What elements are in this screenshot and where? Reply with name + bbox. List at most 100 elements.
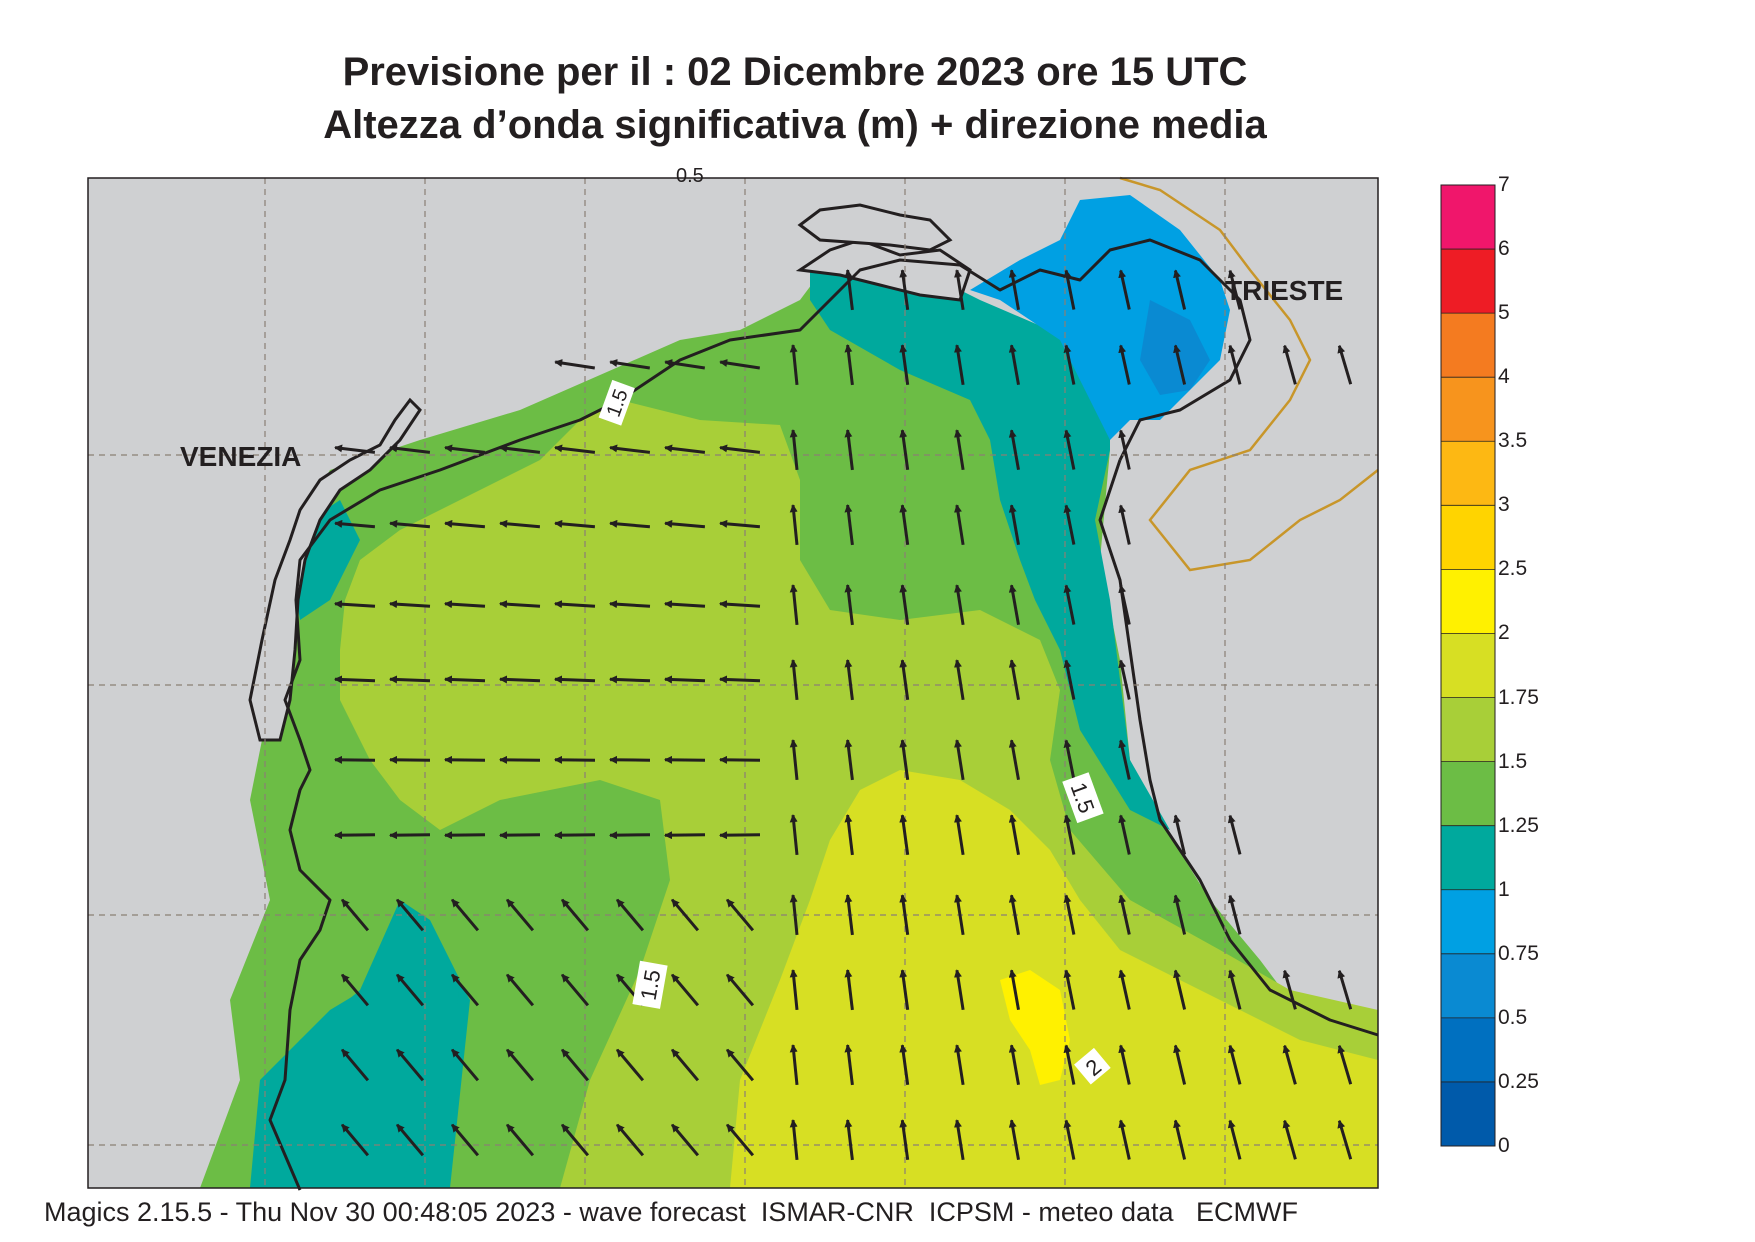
wave-direction-arrow — [1063, 739, 1076, 780]
wave-direction-arrow — [389, 519, 431, 529]
wave-direction-arrow — [899, 659, 910, 701]
wave-direction-arrow — [719, 831, 761, 840]
legend-swatch — [1441, 185, 1495, 250]
wave-direction-arrow — [844, 1044, 854, 1086]
wave-direction-arrow — [1227, 969, 1242, 1010]
sea-band-1.75-2 — [730, 770, 1378, 1188]
wave-direction-arrow — [1008, 814, 1020, 855]
wave-direction-arrow — [789, 1119, 799, 1161]
wave-direction-arrow — [560, 1123, 590, 1157]
wave-direction-arrow — [1008, 344, 1020, 385]
wave-direction-arrow — [389, 675, 431, 684]
wave-direction-arrow — [1118, 1044, 1131, 1085]
country-border — [1119, 176, 1379, 572]
wave-direction-arrow — [334, 519, 376, 529]
wave-direction-arrow — [1173, 894, 1187, 935]
forecast-subtitle: Altezza d’onda significativa (m) + direz… — [323, 103, 1267, 147]
wave-direction-arrow — [609, 444, 651, 454]
legend-swatch — [1441, 377, 1495, 442]
wave-direction-arrow — [609, 359, 651, 370]
wave-direction-arrow — [554, 444, 596, 454]
wave-direction-arrow — [954, 429, 965, 471]
wave-direction-arrow — [719, 675, 761, 684]
wave-direction-arrow — [844, 344, 854, 386]
legend-swatch — [1441, 825, 1495, 891]
wave-direction-arrow — [789, 429, 799, 471]
wave-direction-arrow — [719, 359, 761, 370]
legend-level-label: 0 — [1498, 1134, 1510, 1157]
wave-direction-arrow — [554, 359, 596, 370]
wave-direction-arrow — [1008, 894, 1020, 935]
legend-level-label: 3 — [1498, 493, 1510, 517]
wave-direction-arrow — [1118, 894, 1131, 935]
wave-direction-arrow — [789, 584, 799, 626]
wave-direction-arrow — [789, 814, 799, 856]
legend-level-label: 4 — [1498, 365, 1510, 389]
wave-direction-arrow — [899, 1119, 910, 1161]
wave-direction-arrow — [395, 973, 425, 1007]
wave-direction-arrow — [899, 504, 910, 546]
wave-direction-arrow — [844, 429, 854, 471]
wave-direction-arrow — [1063, 429, 1076, 470]
wave-direction-arrow — [1227, 894, 1242, 935]
wave-direction-arrow — [505, 1048, 535, 1082]
wave-direction-arrow — [499, 444, 541, 454]
wave-direction-arrow — [554, 831, 596, 840]
wave-direction-arrow — [1337, 344, 1353, 385]
wave-direction-arrow — [1008, 429, 1020, 470]
legend-swatch — [1441, 761, 1495, 827]
contour-label-mid-left-text: 1.5 — [636, 968, 666, 1002]
wave-direction-arrow — [664, 359, 706, 370]
legend-level-label: 6 — [1498, 237, 1510, 261]
wave-direction-arrow — [899, 1044, 910, 1086]
wave-direction-arrow — [1063, 1044, 1076, 1085]
wave-direction-arrow — [560, 1048, 590, 1082]
sea-band-1-1.25-north — [810, 255, 1170, 830]
wave-direction-arrow — [844, 894, 854, 936]
wave-direction-arrow — [1118, 504, 1131, 545]
wave-direction-arrow — [670, 1123, 700, 1157]
wave-direction-arrow — [844, 504, 854, 546]
wave-direction-arrow — [899, 584, 910, 626]
wave-direction-arrow — [719, 600, 761, 609]
wave-direction-arrow — [334, 444, 376, 454]
wave-direction-arrow — [615, 898, 645, 932]
legend-level-label: 5 — [1498, 301, 1510, 325]
wave-direction-arrow — [395, 898, 425, 932]
wave-direction-arrow — [609, 519, 651, 529]
wave-direction-arrow — [725, 973, 755, 1007]
wave-direction-arrow — [505, 898, 535, 932]
wave-direction-arrow — [954, 894, 965, 936]
istria-coastline — [1098, 459, 1379, 1037]
wave-direction-arrow — [1063, 344, 1076, 385]
wave-direction-arrow — [954, 504, 965, 546]
sea-band-1-1.25-sw — [250, 900, 460, 1188]
city-label-venezia: VENEZIA — [180, 441, 301, 472]
wave-direction-arrow — [1118, 269, 1131, 310]
wave-direction-arrow — [395, 1123, 425, 1157]
legend-color-bar — [1440, 184, 1496, 1147]
wave-direction-arrow — [1173, 814, 1187, 855]
wave-direction-arrow — [1118, 659, 1131, 700]
wave-direction-arrow — [450, 1123, 480, 1157]
wave-direction-arrow — [334, 600, 376, 609]
wave-direction-arrow — [1227, 1044, 1242, 1085]
wave-direction-arrow — [1063, 659, 1076, 700]
contour-label-right: 1.5 — [1062, 772, 1104, 824]
wave-direction-arrow — [1173, 269, 1187, 310]
legend-swatch — [1441, 1017, 1495, 1083]
legend-swatch — [1441, 505, 1495, 570]
wave-direction-arrow — [1008, 1044, 1020, 1085]
legend-level-label: 3.5 — [1498, 429, 1528, 453]
coastline — [268, 238, 1379, 1191]
wave-direction-arrow — [450, 898, 480, 932]
wave-direction-arrow — [954, 269, 965, 311]
wave-direction-arrow — [899, 269, 910, 311]
legend-level-label: 0.25 — [1498, 1069, 1539, 1093]
wave-direction-arrow — [719, 519, 761, 529]
legend-level-label: 1.5 — [1498, 749, 1528, 773]
wave-direction-arrow — [1063, 969, 1076, 1010]
wave-direction-arrow — [1008, 739, 1020, 780]
wave-direction-arrow — [609, 831, 651, 840]
wave-direction-arrow — [1118, 969, 1131, 1010]
